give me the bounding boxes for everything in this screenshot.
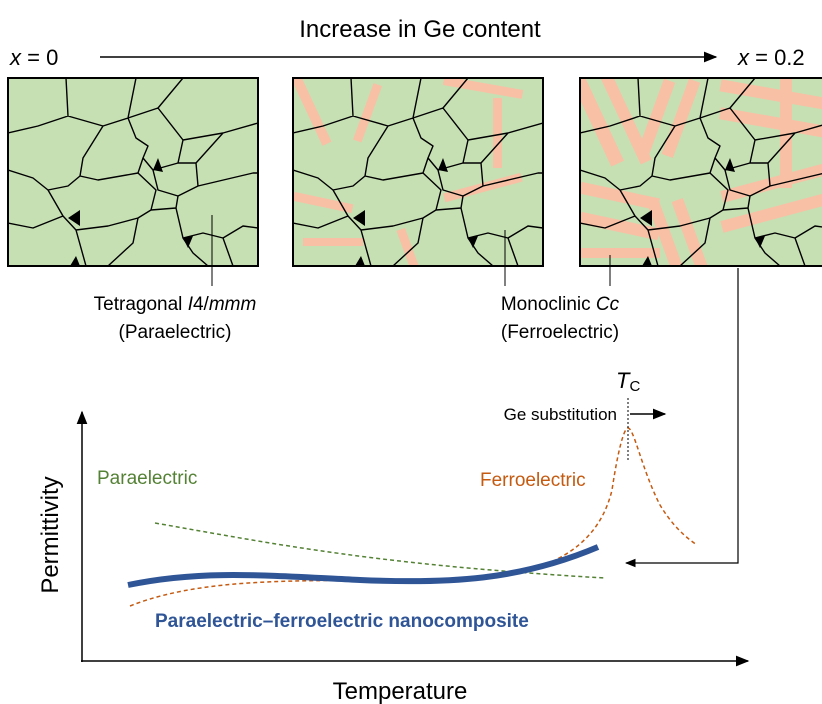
phase-name: Tetragonal I4/mmm (94, 294, 257, 315)
part: I (188, 294, 194, 315)
value: = 0 (21, 45, 58, 70)
panel (579, 77, 822, 267)
tc-label: TC (616, 368, 640, 395)
part: Tetragonal (94, 294, 188, 315)
var: x (737, 45, 750, 70)
part: mmm (209, 294, 256, 315)
y-label: Permittivity (37, 476, 64, 593)
var: x (9, 45, 22, 70)
nanocomposite-curve (127, 544, 600, 588)
part: 4/ (193, 294, 210, 315)
panel (7, 77, 259, 267)
paraelectric-label: Paraelectric (97, 468, 197, 489)
phase-name: Monoclinic Cc (501, 294, 620, 315)
x-label: Temperature (333, 678, 468, 704)
ferroelectric-curve (129, 427, 698, 607)
shift-label: Ge substitution (504, 405, 617, 424)
symbol: T (616, 368, 631, 393)
title: Increase in Ge content (299, 16, 541, 43)
panel (292, 77, 544, 267)
part: Monoclinic (501, 294, 596, 315)
paraelectric-curve (154, 522, 606, 579)
part: Cc (596, 294, 620, 315)
subscript: C (629, 378, 640, 395)
connector (624, 268, 739, 568)
phase-kind: (Paraelectric) (119, 322, 232, 343)
start-label: x = 0 (9, 45, 58, 70)
nanocomposite-label: Paraelectric–ferroelectric nanocomposite (155, 611, 529, 632)
ferroelectric-label: Ferroelectric (480, 470, 586, 491)
value: = 0.2 (749, 45, 805, 70)
phase-kind: (Ferroelectric) (501, 322, 619, 343)
end-label: x = 0.2 (737, 45, 805, 70)
